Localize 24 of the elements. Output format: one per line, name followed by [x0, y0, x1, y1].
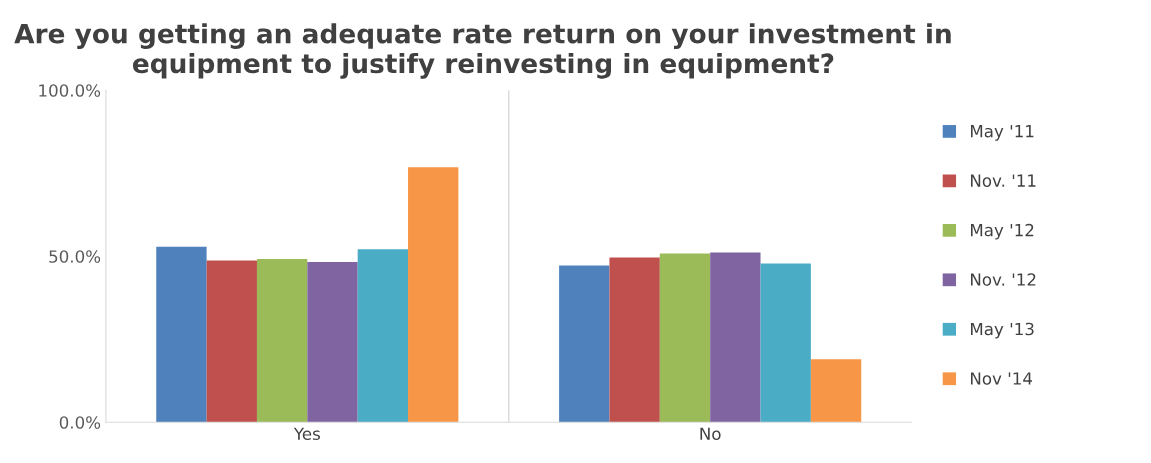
bar	[307, 261, 358, 423]
x-tick-label: Yes	[293, 427, 320, 441]
bar	[760, 263, 811, 423]
y-tick-label: 100.0%	[39, 84, 101, 97]
bar	[357, 249, 409, 423]
legend-label: Nov '14	[971, 372, 1033, 385]
legend-label: May '12	[971, 223, 1034, 240]
legend-label: May '13	[971, 322, 1034, 339]
x-tick-label: No	[700, 427, 721, 441]
bar	[559, 265, 610, 423]
bar	[408, 167, 459, 423]
bar	[710, 252, 761, 423]
bar	[659, 253, 711, 423]
chart-title: Are you getting an adequate rate return on your investment in equipment to justify reinvesting in equipment?	[14, 23, 951, 79]
bar	[609, 257, 660, 423]
bar	[810, 359, 862, 423]
legend-label: Nov. '12	[971, 273, 1036, 286]
legend-label: Nov. '11	[971, 174, 1036, 187]
y-tick-label: 50.0%	[49, 250, 101, 263]
bar	[256, 258, 308, 423]
bar	[156, 246, 207, 423]
y-tick-label: 0.0%	[59, 416, 101, 429]
legend-label: May '11	[971, 125, 1034, 141]
bar	[206, 260, 257, 423]
